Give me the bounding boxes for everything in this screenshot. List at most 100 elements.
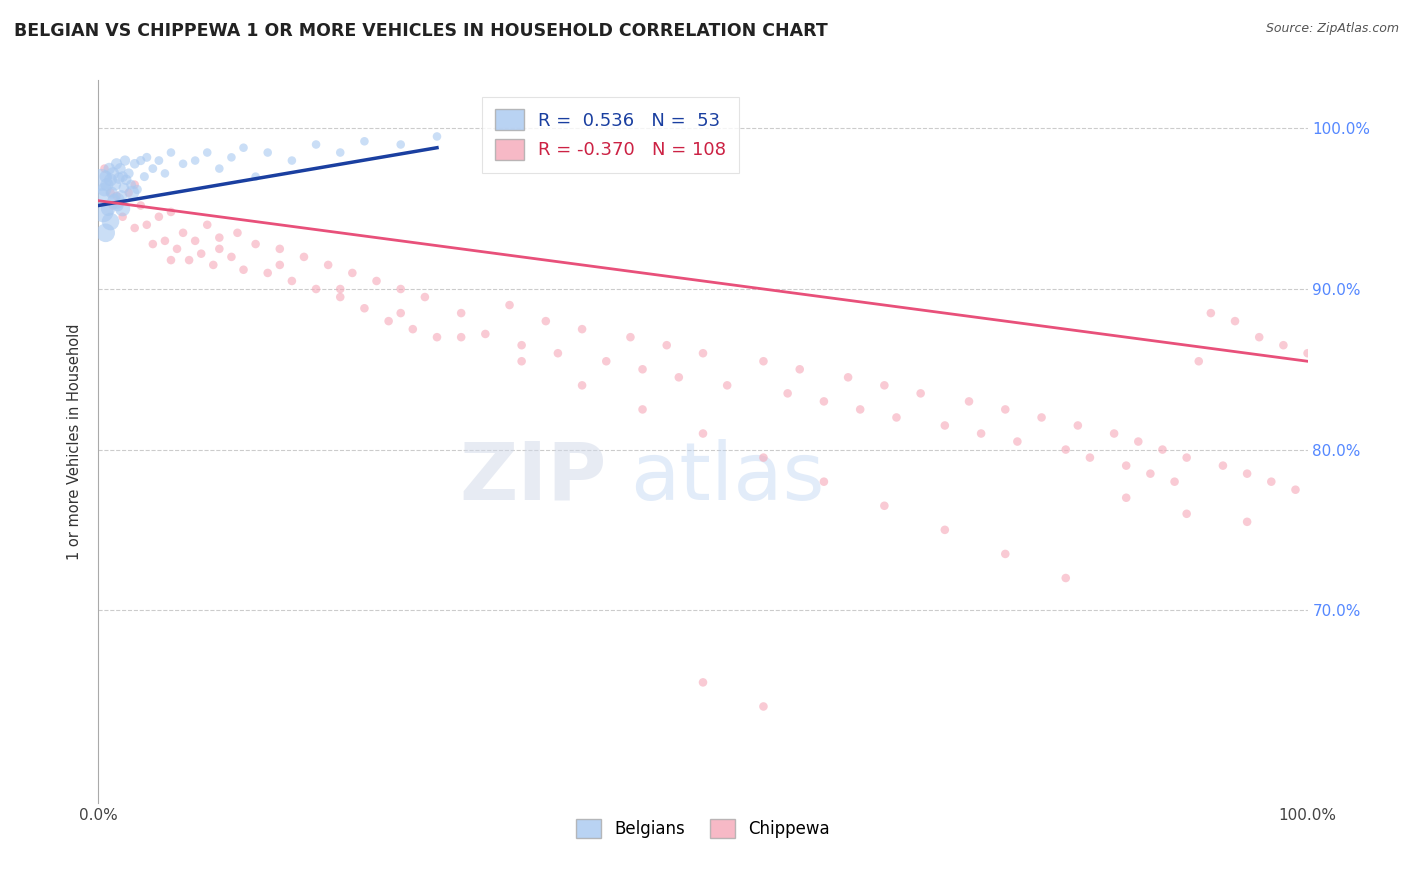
Point xyxy=(692,346,714,360)
Point xyxy=(994,547,1017,561)
Point xyxy=(107,198,129,212)
Point xyxy=(100,173,122,187)
Point xyxy=(752,354,775,368)
Point xyxy=(1296,346,1319,360)
Point xyxy=(571,322,593,336)
Point xyxy=(1175,450,1198,465)
Point xyxy=(426,330,449,344)
Point xyxy=(129,153,152,168)
Point xyxy=(148,153,170,168)
Point xyxy=(1115,491,1137,505)
Point xyxy=(668,370,690,384)
Point xyxy=(474,326,496,341)
Point xyxy=(389,137,412,152)
Point xyxy=(121,186,143,200)
Point xyxy=(105,194,128,208)
Point xyxy=(103,194,125,208)
Point xyxy=(305,137,328,152)
Point xyxy=(813,394,835,409)
Point xyxy=(202,258,225,272)
Point xyxy=(100,214,122,228)
Point xyxy=(120,178,142,192)
Point xyxy=(98,161,121,176)
Point xyxy=(160,205,183,219)
Point xyxy=(100,186,122,200)
Point xyxy=(96,178,118,192)
Point xyxy=(377,314,399,328)
Point xyxy=(172,157,194,171)
Point xyxy=(329,145,352,160)
Point xyxy=(934,418,956,433)
Point xyxy=(752,699,775,714)
Point xyxy=(269,242,291,256)
Point xyxy=(1067,418,1090,433)
Point xyxy=(226,226,249,240)
Point xyxy=(93,182,115,196)
Point xyxy=(510,354,533,368)
Point xyxy=(208,242,231,256)
Point xyxy=(108,171,131,186)
Point xyxy=(426,129,449,144)
Point xyxy=(353,134,375,148)
Point xyxy=(208,230,231,244)
Point xyxy=(221,150,243,164)
Point xyxy=(91,205,114,219)
Point xyxy=(245,169,267,184)
Point xyxy=(366,274,388,288)
Point xyxy=(105,157,128,171)
Point xyxy=(256,266,278,280)
Point xyxy=(160,145,183,160)
Point xyxy=(94,226,117,240)
Point xyxy=(1236,515,1258,529)
Point xyxy=(1054,571,1077,585)
Point xyxy=(91,189,114,203)
Point xyxy=(1236,467,1258,481)
Point xyxy=(510,338,533,352)
Point xyxy=(776,386,799,401)
Point xyxy=(994,402,1017,417)
Point xyxy=(135,218,157,232)
Point xyxy=(450,306,472,320)
Point xyxy=(1188,354,1211,368)
Y-axis label: 1 or more Vehicles in Household: 1 or more Vehicles in Household xyxy=(67,323,83,560)
Point xyxy=(752,450,775,465)
Point xyxy=(692,675,714,690)
Point xyxy=(1152,442,1174,457)
Point xyxy=(389,282,412,296)
Point xyxy=(1054,442,1077,457)
Point xyxy=(124,178,146,192)
Point xyxy=(1128,434,1150,449)
Point xyxy=(124,157,146,171)
Point xyxy=(534,314,557,328)
Point xyxy=(305,282,328,296)
Point xyxy=(910,386,932,401)
Point xyxy=(195,218,218,232)
Point xyxy=(129,198,152,212)
Point xyxy=(1175,507,1198,521)
Point xyxy=(837,370,859,384)
Point xyxy=(221,250,243,264)
Point xyxy=(1163,475,1185,489)
Point xyxy=(112,181,135,195)
Point xyxy=(1031,410,1053,425)
Point xyxy=(957,394,980,409)
Point xyxy=(655,338,678,352)
Point xyxy=(111,169,134,184)
Point xyxy=(1139,467,1161,481)
Point xyxy=(342,266,364,280)
Point xyxy=(111,202,134,216)
Point xyxy=(100,186,122,200)
Point xyxy=(93,161,115,176)
Point xyxy=(114,153,136,168)
Point xyxy=(101,198,124,212)
Point xyxy=(329,282,352,296)
Point xyxy=(934,523,956,537)
Point xyxy=(101,166,124,180)
Point xyxy=(1223,314,1246,328)
Point xyxy=(232,262,254,277)
Point xyxy=(716,378,738,392)
Point xyxy=(142,237,165,252)
Point xyxy=(179,253,201,268)
Point xyxy=(118,166,141,180)
Point xyxy=(90,173,112,187)
